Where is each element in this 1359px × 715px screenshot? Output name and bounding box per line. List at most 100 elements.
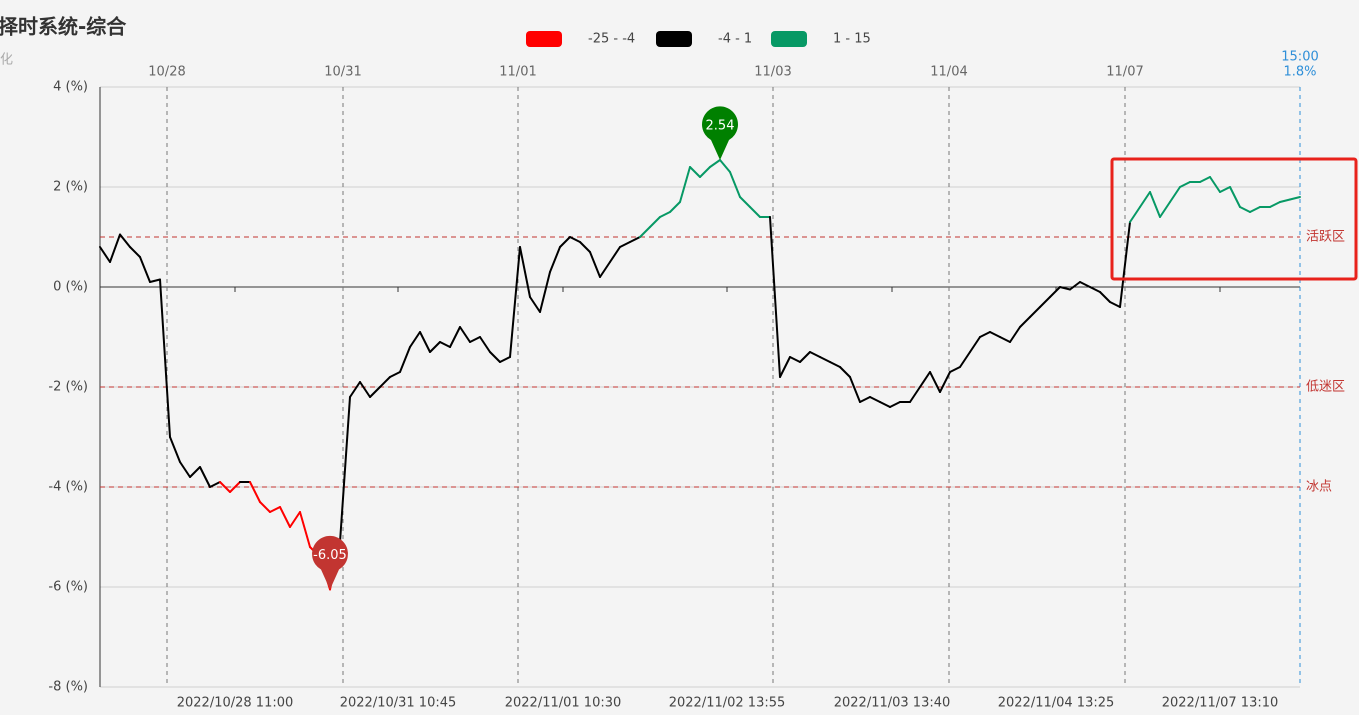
highlight-box xyxy=(1110,157,1358,281)
line-segment xyxy=(659,211,671,218)
legend-swatch xyxy=(526,31,562,47)
line-segment xyxy=(149,278,161,283)
line-segment xyxy=(719,159,731,173)
line-segment xyxy=(229,481,241,493)
line-segment xyxy=(689,166,701,178)
line-segment xyxy=(829,361,841,368)
line-segment xyxy=(1229,186,1241,208)
line-segment xyxy=(439,341,451,348)
line-segment xyxy=(159,278,171,438)
day-label: 10/31 xyxy=(324,65,361,80)
line-segment xyxy=(179,461,191,478)
line-segment xyxy=(999,336,1011,343)
line-segment xyxy=(919,371,931,388)
line-segment xyxy=(929,371,941,393)
line-segment xyxy=(1279,198,1291,203)
line-segment xyxy=(1089,286,1101,293)
line-segment xyxy=(1059,286,1071,291)
line-segment xyxy=(499,356,511,363)
line-segment xyxy=(379,376,391,388)
line-segment xyxy=(129,246,141,258)
line-segment xyxy=(1069,281,1081,291)
line-segment xyxy=(279,506,291,528)
line-segment xyxy=(619,241,631,248)
line-segment xyxy=(599,261,611,278)
line-segment xyxy=(909,386,921,403)
line-segment xyxy=(749,206,761,218)
line-segment xyxy=(539,271,551,313)
line-segment xyxy=(1209,176,1221,193)
line-segment xyxy=(869,396,881,403)
y-tick-label: -4 (%) xyxy=(48,480,88,495)
day-label: 11/01 xyxy=(499,65,536,80)
line-segment xyxy=(519,246,531,298)
line-segment xyxy=(569,236,581,243)
end-value: 1.8% xyxy=(1283,65,1316,80)
line-segment xyxy=(849,376,861,403)
y-tick-label: -6 (%) xyxy=(48,580,88,595)
line-segment xyxy=(219,481,231,493)
line-segment xyxy=(1199,176,1211,183)
line-segment xyxy=(199,466,211,488)
day-label: 10/28 xyxy=(148,65,185,80)
line-segment xyxy=(99,246,111,263)
line-segment xyxy=(209,481,221,488)
line-segment xyxy=(489,351,501,363)
line-segment xyxy=(259,501,271,513)
line-segment xyxy=(189,466,201,478)
line-segment xyxy=(419,331,431,353)
line-segment xyxy=(449,326,461,348)
legend-swatch xyxy=(656,31,692,47)
line-segment xyxy=(1289,196,1301,201)
line-segment xyxy=(109,233,121,263)
line-segment xyxy=(1049,286,1061,298)
line-segment xyxy=(859,396,871,403)
line-segment xyxy=(549,246,561,273)
line-segment xyxy=(1139,191,1151,208)
y-tick-label: -2 (%) xyxy=(48,380,88,395)
line-segment xyxy=(349,381,361,398)
line-segment xyxy=(739,196,751,208)
legend-label: -25 - -4 xyxy=(588,32,635,47)
mark-point xyxy=(702,106,739,160)
line-segment xyxy=(1149,191,1161,218)
line-segment xyxy=(169,436,181,463)
line-segment xyxy=(339,396,351,543)
line-segment xyxy=(679,166,691,203)
x-tick-label: 2022/11/01 10:30 xyxy=(505,696,622,711)
line-segment xyxy=(1079,281,1091,288)
x-tick-label: 2022/11/07 13:10 xyxy=(1162,696,1279,711)
y-tick-label: 2 (%) xyxy=(53,180,88,195)
y-tick-label: 0 (%) xyxy=(53,280,88,295)
chart-subtitle: 化 xyxy=(0,53,13,68)
legend-label: -4 - 1 xyxy=(718,32,752,47)
line-segment xyxy=(979,331,991,338)
line-segment xyxy=(1269,201,1281,208)
line-segment xyxy=(709,159,721,168)
line-segment xyxy=(509,246,521,358)
line-segment xyxy=(139,256,151,283)
legend-swatch xyxy=(771,31,807,47)
mark-point xyxy=(312,535,349,590)
x-tick-label: 2022/11/03 13:40 xyxy=(834,696,951,711)
line-segment xyxy=(629,236,641,243)
line-segment xyxy=(369,386,381,398)
x-tick-label: 2022/10/28 11:00 xyxy=(177,696,294,711)
line-segment xyxy=(389,371,401,378)
line-segment xyxy=(649,216,661,228)
line-segment xyxy=(119,233,131,248)
line-segment xyxy=(1109,301,1121,308)
mark-point-label: -6.05 xyxy=(313,548,347,563)
line-segment xyxy=(1159,201,1171,218)
line-segment xyxy=(479,336,491,353)
day-label: 11/04 xyxy=(930,65,967,80)
mark-point-label: 2.54 xyxy=(706,119,735,134)
day-label: 11/07 xyxy=(1106,65,1143,80)
line-segment xyxy=(839,366,851,378)
mark-line-label: 低迷区 xyxy=(1306,380,1345,395)
line-segment xyxy=(949,366,961,373)
line-segment xyxy=(269,506,281,513)
line-segment xyxy=(579,241,591,253)
line-segment xyxy=(959,351,971,368)
